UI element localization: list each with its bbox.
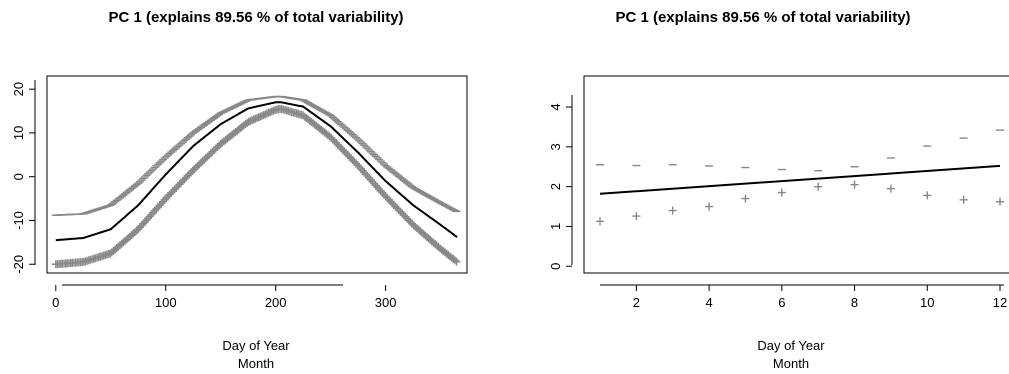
y-tick-label: 20 xyxy=(11,82,26,96)
y-tick-label: -10 xyxy=(11,211,26,230)
mean-function-line xyxy=(55,101,458,242)
y-tick-label: 0 xyxy=(11,173,26,180)
y-tick-label: 0 xyxy=(548,263,563,270)
plus-marker xyxy=(596,217,604,226)
x-tick-label: 10 xyxy=(920,295,934,310)
x-tick-label: 300 xyxy=(375,295,397,310)
y-tick-label: -20 xyxy=(11,255,26,274)
plus-perturbation-series xyxy=(596,180,1004,226)
chart-1-series xyxy=(51,95,461,269)
minus-perturbation-series xyxy=(51,95,461,216)
x-tick-label: 100 xyxy=(155,295,177,310)
plus-marker xyxy=(777,188,786,197)
plus-marker xyxy=(850,180,859,189)
x-tick-label: 6 xyxy=(778,295,785,310)
plus-marker xyxy=(741,194,750,203)
x-tick-label: 4 xyxy=(705,295,712,310)
chart-1-ticks: 0 100 200 300 -20 -10 0 10 20 xyxy=(11,82,396,310)
chart-1-xlabel-month: Month xyxy=(238,356,274,371)
chart-2-title: PC 1 (explains 89.56 % of total variabil… xyxy=(615,9,910,26)
minus-perturbation-series xyxy=(596,129,1004,172)
y-tick-label: 2 xyxy=(548,183,563,190)
x-tick-label: 200 xyxy=(265,295,287,310)
plus-marker xyxy=(814,182,823,191)
y-tick-label: 4 xyxy=(548,103,563,110)
plus-marker xyxy=(959,195,968,204)
plus-marker xyxy=(996,197,1004,206)
chart-1-xlabel: Day of Year xyxy=(222,338,290,353)
plus-marker xyxy=(452,257,461,266)
chart-panel-1: PC 1 (explains 89.56 % of total variabil… xyxy=(11,9,468,371)
chart-panel-2: PC 1 (explains 89.56 % of total variabil… xyxy=(548,9,1009,371)
chart-1-title: PC 1 (explains 89.56 % of total variabil… xyxy=(108,9,403,26)
mean-function-line xyxy=(599,164,1001,195)
chart-2-series xyxy=(596,129,1004,226)
plus-marker xyxy=(668,206,677,215)
plus-marker xyxy=(632,212,641,221)
x-tick-label: 2 xyxy=(633,295,640,310)
x-tick-label: 8 xyxy=(851,295,858,310)
y-tick-label: 3 xyxy=(548,143,563,150)
plus-marker xyxy=(705,202,714,211)
plus-marker xyxy=(450,256,459,265)
chart-1-plot-frame xyxy=(46,75,468,274)
plus-perturbation-series xyxy=(51,104,461,269)
plus-marker xyxy=(886,184,895,193)
y-tick-label: 1 xyxy=(548,223,563,230)
plus-marker xyxy=(923,191,932,200)
x-tick-label: 0 xyxy=(52,295,59,310)
chart-2-xlabel: Day of Year xyxy=(757,338,825,353)
x-tick-label: 12 xyxy=(993,295,1007,310)
chart-2-xlabel-month: Month xyxy=(773,356,809,371)
chart-2-plot-frame xyxy=(583,75,1009,274)
y-tick-label: 10 xyxy=(11,126,26,140)
